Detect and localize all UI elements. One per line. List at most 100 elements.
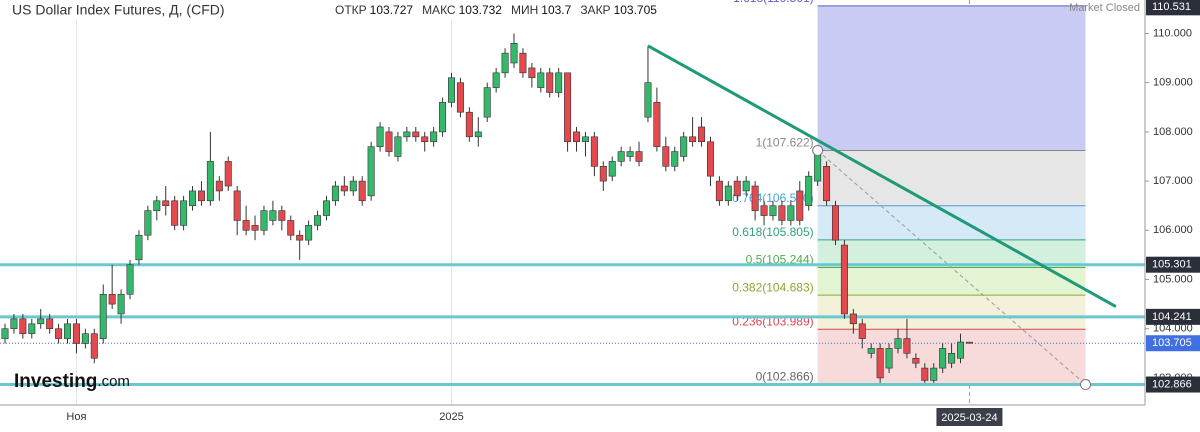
fib-label: 0(102.866)	[756, 370, 814, 384]
candle-body	[108, 293, 116, 305]
candle-body	[849, 313, 857, 325]
price-tag-label: 105.301	[1152, 259, 1192, 271]
candle-body	[805, 175, 813, 206]
candle-body	[233, 190, 241, 221]
candle-body	[724, 185, 732, 202]
candle-body	[421, 136, 429, 143]
candle-body	[742, 180, 750, 192]
trend-line	[647, 44, 1117, 308]
header-bg	[0, 0, 560, 20]
candle-body	[46, 318, 54, 330]
candle-body	[1, 328, 9, 339]
y-tick-label: 104.000	[1153, 323, 1193, 335]
candle-body	[314, 215, 322, 226]
fib-band	[817, 295, 1086, 330]
candle-body	[573, 131, 581, 143]
x-tick-label: Ноя	[66, 411, 86, 423]
candle-body	[671, 151, 679, 167]
ohlc-value: 103.732	[459, 3, 503, 17]
fib-label: 0.382(104.683)	[732, 280, 813, 294]
price-tag-bg	[1146, 376, 1200, 393]
candle-body	[385, 131, 393, 152]
candle-body	[403, 131, 411, 138]
candle-body	[81, 333, 89, 344]
candle-body	[28, 323, 36, 334]
candle-body	[528, 67, 536, 79]
price-tag-label: 104.241	[1152, 311, 1192, 323]
candle-body	[957, 341, 965, 359]
candle-body	[90, 333, 98, 359]
fib-band	[817, 267, 1086, 296]
x-label-box	[936, 408, 1003, 426]
fib-diagonal	[817, 150, 1086, 385]
candle-body	[340, 185, 348, 192]
candle-body	[706, 141, 714, 177]
candle-body	[358, 180, 366, 202]
candle-body	[430, 131, 438, 143]
candle-body	[126, 264, 134, 295]
candle-body	[180, 200, 188, 226]
fib-label: 1(107.622)	[756, 136, 814, 150]
ohlc-label: ОТКР	[335, 3, 367, 17]
candle-body	[287, 220, 295, 236]
candle-body	[260, 210, 268, 231]
candle-body	[831, 205, 839, 241]
candle-body	[519, 52, 527, 74]
candle-body	[322, 200, 330, 216]
fib-band	[817, 5, 1086, 151]
candle-body	[206, 161, 214, 202]
candle-body	[537, 72, 545, 88]
candle-body	[305, 225, 313, 241]
ohlc-label: МАКС	[422, 3, 456, 17]
candle-body	[474, 131, 482, 138]
candle-body	[948, 353, 956, 364]
candle-body	[823, 166, 831, 202]
fib-band	[817, 205, 1086, 240]
candle-body	[617, 151, 625, 162]
fib-label: 0.5(105.244)	[746, 253, 814, 267]
candle-body	[55, 328, 63, 339]
candle-body	[626, 151, 634, 157]
candle-body	[37, 318, 45, 325]
price-tag-label: 110.531	[1152, 1, 1191, 13]
candle-body	[64, 323, 72, 339]
candle-body	[394, 136, 402, 157]
candle-body	[787, 205, 795, 221]
logo-suffix: .com	[97, 373, 130, 390]
candle-body	[635, 151, 643, 162]
candle-body	[162, 200, 170, 206]
candle-body	[483, 87, 491, 118]
candle-body	[501, 52, 509, 74]
candle-body	[903, 338, 911, 354]
chart-title: US Dollar Index Futures, Д, (CFD)	[12, 2, 225, 18]
candle-body	[733, 180, 741, 197]
ohlc-label: МИН	[511, 3, 538, 17]
candle-body	[778, 205, 786, 221]
price-tag-bg	[1146, 0, 1200, 16]
logo-main: Investing	[14, 371, 97, 392]
candle-body	[769, 205, 777, 216]
candle-body	[644, 82, 652, 118]
candle-body	[242, 220, 250, 231]
candle-body	[278, 210, 286, 221]
candle-body	[135, 234, 143, 261]
candle-body	[367, 146, 375, 197]
candle-body	[10, 318, 18, 330]
candle-body	[19, 318, 27, 334]
candle-body	[662, 146, 670, 167]
ohlc-value: 103.705	[614, 3, 658, 17]
candle-body	[99, 293, 107, 339]
candle-body	[930, 367, 938, 381]
candle-body	[331, 185, 339, 202]
price-tag-label: 103.705	[1152, 337, 1192, 349]
candle-body	[715, 180, 723, 202]
price-tag-bg	[1146, 308, 1200, 325]
candle-body	[465, 111, 473, 138]
candle-body	[439, 102, 447, 133]
candle-body	[867, 348, 875, 354]
candle-body	[224, 161, 232, 187]
candle-body	[296, 234, 304, 241]
candle-body	[698, 126, 706, 143]
candle-body	[117, 293, 125, 315]
candle-body	[72, 323, 80, 344]
